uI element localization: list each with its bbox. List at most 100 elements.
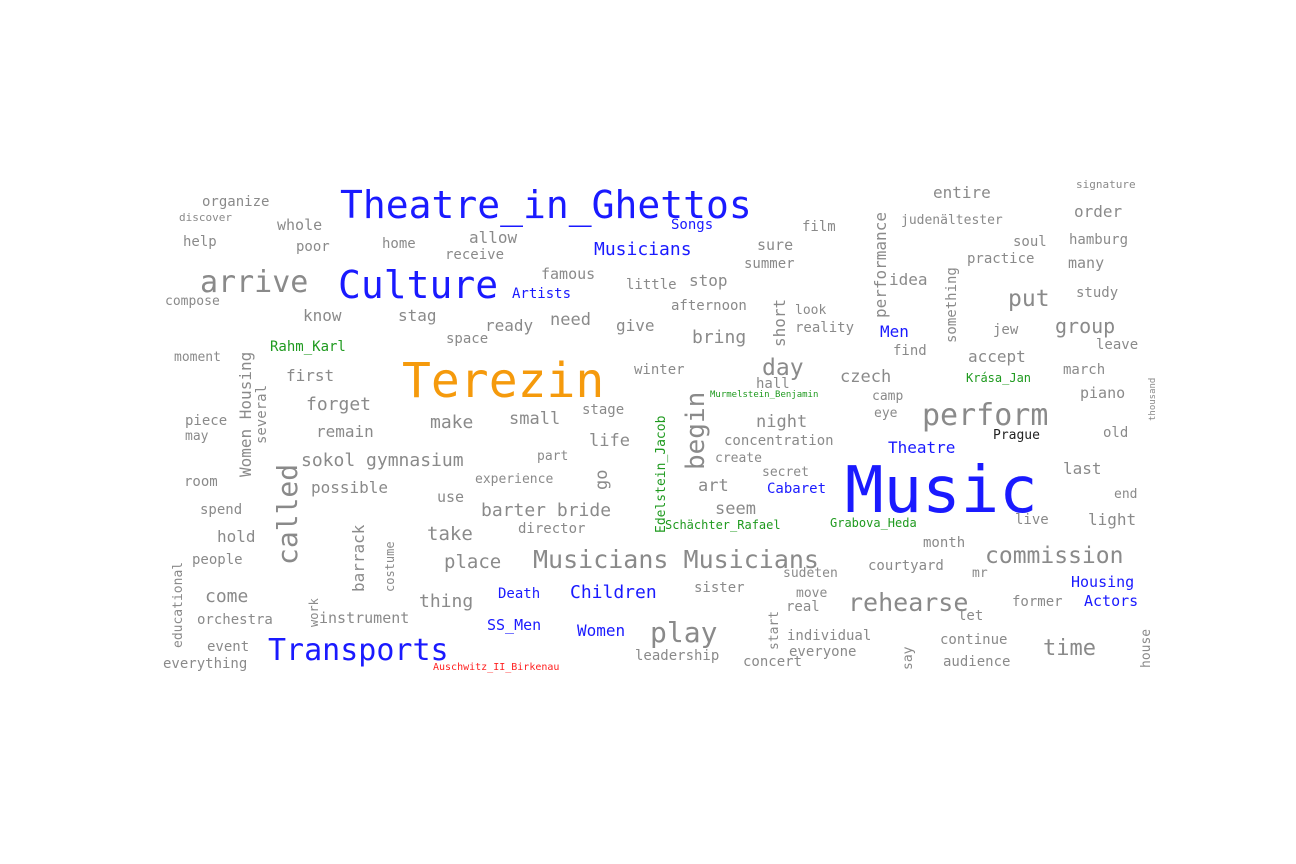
cloud-word-place: place <box>444 551 501 573</box>
cloud-word-judenältester: judenältester <box>901 213 1003 228</box>
cloud-word-house: house <box>1139 629 1154 668</box>
cloud-word-audience: audience <box>943 654 1010 670</box>
cloud-word-men: Men <box>880 322 909 341</box>
cloud-word-artists: Artists <box>512 286 571 302</box>
cloud-word-light: light <box>1088 510 1136 529</box>
cloud-word-hold: hold <box>217 527 256 546</box>
cloud-word-everyone: everyone <box>789 644 856 660</box>
cloud-word-event: event <box>207 639 249 655</box>
cloud-word-songs: Songs <box>671 217 713 233</box>
cloud-word-performance: performance <box>871 212 890 318</box>
cloud-word-last: last <box>1063 459 1102 478</box>
cloud-word-terezin: Terezin <box>402 353 604 409</box>
cloud-word-help: help <box>183 234 217 250</box>
cloud-word-sudeten: sudeten <box>783 566 838 581</box>
cloud-word-musicians: Musicians <box>594 239 692 260</box>
cloud-word-put: put <box>1008 286 1050 312</box>
cloud-word-theatre: Theatre <box>888 438 955 457</box>
cloud-word-thousand: thousand <box>1148 378 1158 421</box>
cloud-word-remain: remain <box>316 422 374 441</box>
cloud-word-winter: winter <box>634 362 685 378</box>
cloud-word-actors: Actors <box>1084 592 1138 610</box>
cloud-word-barter-bride: barter bride <box>481 500 611 521</box>
cloud-word-theatre-in-ghettos: Theatre_in_Ghettos <box>340 183 752 228</box>
cloud-word-continue: continue <box>940 632 1007 648</box>
cloud-word-eye: eye <box>874 406 898 421</box>
cloud-word-music: Music <box>845 454 1038 528</box>
cloud-word-costume: costume <box>383 541 397 592</box>
cloud-word-look: look <box>795 303 826 318</box>
cloud-word-stage: stage <box>582 402 624 418</box>
cloud-word-auschwitz-ii-birkenau: Auschwitz_II_Birkenau <box>433 662 559 673</box>
cloud-word-secret: secret <box>762 465 809 480</box>
cloud-word-edelstein-jacob: Edelstein_Jacob <box>654 415 669 533</box>
cloud-word-seem: seem <box>715 499 756 519</box>
cloud-word-ss-men: SS_Men <box>487 616 541 634</box>
cloud-word-mr: mr <box>972 566 988 581</box>
cloud-word-may: may <box>185 429 209 444</box>
cloud-word-sister: sister <box>694 580 745 596</box>
cloud-word-organize: organize <box>202 194 269 210</box>
cloud-word-poor: poor <box>296 239 330 255</box>
cloud-word-afternoon: afternoon <box>671 298 747 314</box>
cloud-word-space: space <box>446 331 488 347</box>
cloud-word-need: need <box>550 310 591 330</box>
cloud-word-short: short <box>770 299 789 347</box>
cloud-word-piano: piano <box>1080 384 1125 402</box>
cloud-word-start: start <box>767 611 782 650</box>
cloud-word-thing: thing <box>419 591 473 612</box>
cloud-word-part: part <box>537 449 568 464</box>
cloud-word-entire: entire <box>933 183 991 202</box>
cloud-word-czech: czech <box>840 367 891 387</box>
cloud-word-called: called <box>271 464 304 565</box>
cloud-word-transports: Transports <box>268 633 449 668</box>
cloud-word-arrive: arrive <box>200 265 308 300</box>
cloud-word-famous: famous <box>541 265 595 283</box>
cloud-word-people: people <box>192 552 243 568</box>
cloud-word-take: take <box>427 523 473 545</box>
cloud-word-little: little <box>626 277 677 293</box>
cloud-word-women: Women <box>577 621 625 640</box>
cloud-word-jew: jew <box>993 322 1019 338</box>
cloud-word-let: let <box>958 608 983 624</box>
cloud-word-real: real <box>786 599 820 615</box>
cloud-word-receive: receive <box>445 247 504 263</box>
cloud-word-group: group <box>1055 314 1115 338</box>
cloud-word-director: director <box>518 521 585 537</box>
cloud-word-come: come <box>205 586 248 607</box>
cloud-word-stag: stag <box>398 306 437 325</box>
cloud-word-leave: leave <box>1096 337 1138 353</box>
cloud-word-make: make <box>430 412 473 433</box>
cloud-word-hamburg: hamburg <box>1069 232 1128 248</box>
cloud-word-signature: signature <box>1076 178 1136 191</box>
cloud-word-rehearse: rehearse <box>848 588 968 617</box>
cloud-word-know: know <box>303 306 342 325</box>
cloud-word-bring: bring <box>692 327 746 348</box>
cloud-word-krása-jan: Krása_Jan <box>966 371 1031 385</box>
cloud-word-life: life <box>589 431 630 451</box>
cloud-word-children: Children <box>570 582 657 603</box>
cloud-word-summer: summer <box>744 256 795 272</box>
cloud-word-individual: individual <box>787 628 871 644</box>
cloud-word-schächter-rafael: Schächter_Rafael <box>665 518 781 532</box>
cloud-word-women-housing: Women Housing <box>236 352 255 477</box>
cloud-word-study: study <box>1076 285 1118 301</box>
cloud-word-concert: concert <box>743 654 802 670</box>
cloud-word-march: march <box>1063 362 1105 378</box>
cloud-word-forget: forget <box>306 394 371 415</box>
cloud-word-sokol-gymnasium: sokol gymnasium <box>301 450 464 471</box>
cloud-word-order: order <box>1074 202 1123 221</box>
cloud-word-perform: perform <box>922 398 1048 433</box>
cloud-word-create: create <box>715 451 762 466</box>
cloud-word-instrument: instrument <box>319 609 409 627</box>
cloud-word-spend: spend <box>200 502 242 518</box>
cloud-word-moment: moment <box>174 350 221 365</box>
cloud-word-first: first <box>286 366 334 385</box>
cloud-word-allow: allow <box>469 228 518 247</box>
cloud-word-soul: soul <box>1013 234 1047 250</box>
cloud-word-commission: commission <box>985 543 1123 569</box>
cloud-word-cabaret: Cabaret <box>767 481 826 497</box>
cloud-word-stop: stop <box>689 271 728 290</box>
cloud-word-find: find <box>893 343 927 359</box>
cloud-word-orchestra: orchestra <box>197 612 273 628</box>
